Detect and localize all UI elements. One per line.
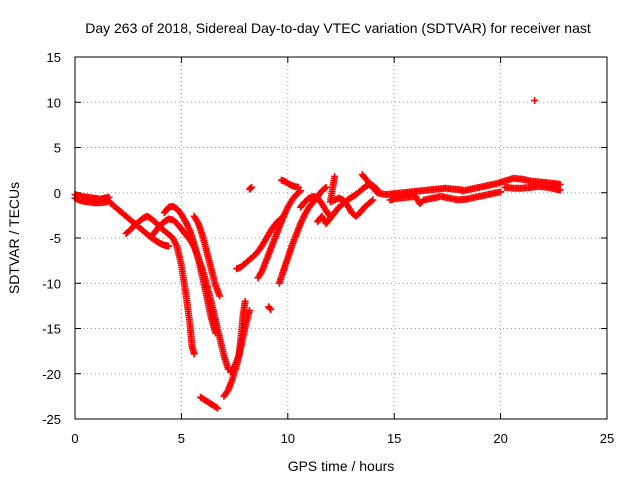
series-trace-g [190, 212, 224, 300]
series-trace-j [226, 297, 249, 376]
data-point [531, 96, 539, 104]
y-tick-label: -15 [42, 322, 61, 337]
x-tick-label: 15 [387, 431, 401, 446]
x-tick-label: 0 [71, 431, 78, 446]
y-axis-label: SDTVAR / TECUs [6, 182, 22, 294]
y-tick-label: 5 [54, 141, 61, 156]
x-tick-label: 20 [493, 431, 507, 446]
data-point [556, 186, 564, 194]
series-trace-u [386, 188, 505, 208]
series-trace-f [160, 202, 219, 337]
data-point [214, 404, 222, 412]
data-point [267, 305, 275, 313]
data-point [266, 304, 274, 312]
data-point [190, 350, 198, 358]
chart-title: Day 263 of 2018, Sidereal Day-to-day VTE… [85, 20, 591, 36]
series-trace-o [275, 183, 330, 287]
y-tick-label: -10 [42, 276, 61, 291]
grid-lines [75, 57, 607, 419]
data-point [368, 197, 376, 205]
series-trace-d [122, 212, 198, 358]
data-point [321, 185, 329, 193]
y-tick-labels: -25 -20 -15 -10 -5 0 5 10 15 [42, 50, 61, 427]
data-point [294, 183, 302, 191]
data-point [297, 187, 305, 195]
y-tick-label: -5 [49, 231, 61, 246]
data-point [106, 198, 114, 206]
series-trace-q [297, 192, 334, 220]
series-trace-k [233, 212, 288, 273]
series-trace-w [501, 182, 564, 194]
data-point [216, 292, 224, 300]
x-tick-labels: 0 5 10 15 20 25 [71, 431, 614, 446]
data-point [241, 297, 249, 305]
data-point [369, 196, 377, 204]
series-trace-c [109, 201, 173, 250]
y-tick-label: 15 [47, 50, 61, 65]
series-trace-m [254, 187, 305, 282]
data-point [248, 183, 256, 191]
series-trace-t [358, 171, 466, 199]
data-point [211, 329, 219, 337]
data-point [212, 403, 220, 411]
y-tick-label: 0 [54, 186, 61, 201]
data-point [105, 193, 113, 201]
series-outlier [531, 96, 539, 104]
x-tick-label: 5 [178, 431, 185, 446]
series-trace-h [197, 393, 222, 412]
data-point [322, 183, 330, 191]
series-trace-s [326, 172, 377, 220]
y-tick-label: -25 [42, 412, 61, 427]
data-point [165, 242, 173, 250]
data-point [497, 188, 505, 196]
x-tick-label: 10 [281, 431, 295, 446]
x-axis-label: GPS time / hours [288, 458, 395, 474]
series-trace-p [277, 176, 302, 191]
series-trace-b [71, 191, 113, 203]
plot-frame [74, 56, 608, 420]
y-tick-label: -20 [42, 367, 61, 382]
series-trace-n [265, 303, 275, 313]
data-points [71, 96, 564, 412]
y-tick-label: 10 [47, 95, 61, 110]
data-point [247, 184, 255, 192]
x-tick-label: 25 [600, 431, 614, 446]
series-trace-l [245, 183, 256, 193]
